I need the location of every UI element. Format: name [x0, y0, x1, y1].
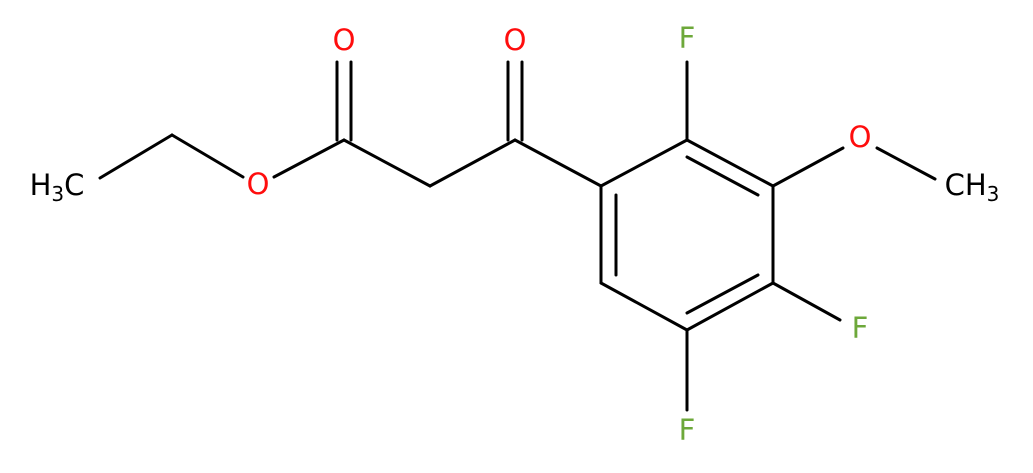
- atom-label: O: [333, 23, 356, 57]
- atom-label: O: [849, 120, 872, 154]
- bonds: [98, 60, 937, 412]
- atom-label: H3C: [30, 168, 85, 206]
- atom-label: F: [679, 21, 696, 55]
- atom-label: O: [504, 23, 527, 57]
- atom-label: O: [247, 167, 270, 201]
- atom-label: F: [852, 311, 869, 345]
- atom-label: CH3: [945, 168, 1000, 206]
- atom-label: F: [679, 413, 696, 447]
